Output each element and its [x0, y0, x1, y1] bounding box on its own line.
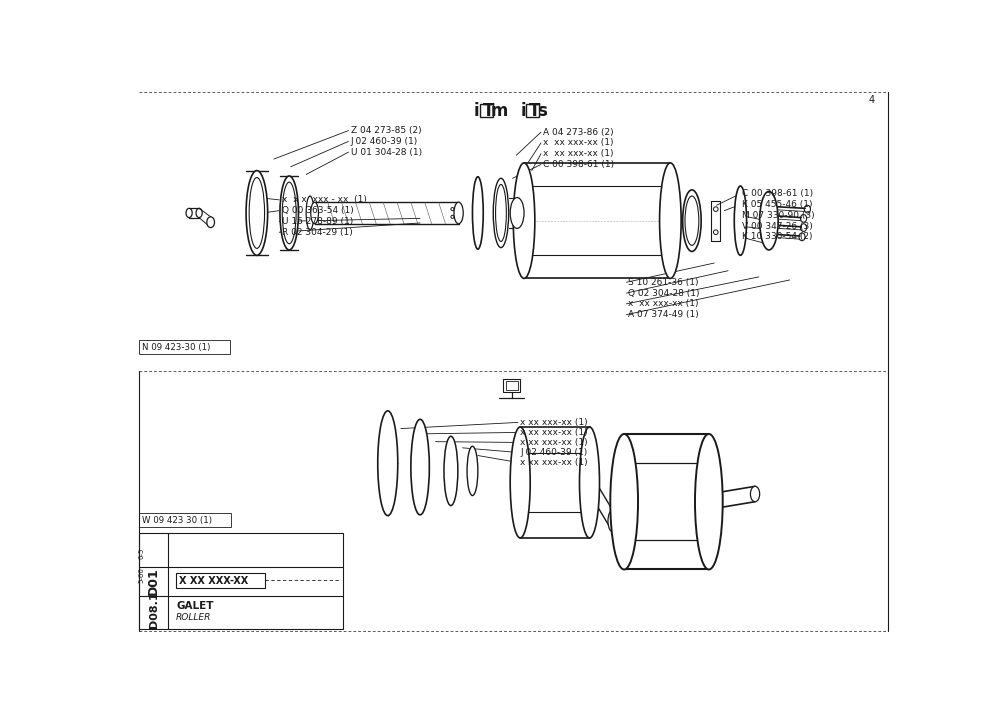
Ellipse shape	[472, 177, 483, 249]
Ellipse shape	[513, 163, 535, 279]
Text: C 00 398-61 (1): C 00 398-61 (1)	[543, 160, 614, 169]
Bar	[480, 105, 493, 117]
Ellipse shape	[207, 217, 215, 228]
Text: V 00 347-26 (3): V 00 347-26 (3)	[742, 221, 813, 231]
Text: x xx xxx-xx (1): x xx xxx-xx (1)	[520, 438, 588, 447]
Ellipse shape	[685, 196, 699, 246]
Ellipse shape	[311, 202, 318, 223]
Text: S 10 261-36 (1): S 10 261-36 (1)	[628, 278, 699, 287]
Ellipse shape	[510, 427, 530, 538]
Text: x xx xxx-xx (1): x xx xxx-xx (1)	[520, 458, 588, 467]
Bar	[139, 513, 231, 527]
Text: x xx xxx-xx (1): x xx xxx-xx (1)	[520, 428, 588, 437]
Ellipse shape	[510, 198, 524, 228]
Ellipse shape	[750, 486, 760, 502]
Text: x  xx xxx-xx (1): x xx xxx-xx (1)	[543, 149, 614, 158]
Ellipse shape	[378, 411, 398, 516]
Text: Q 00 363-54 (1): Q 00 363-54 (1)	[282, 206, 353, 216]
Text: x  xx xxx-xx (1): x xx xxx-xx (1)	[628, 299, 699, 309]
Ellipse shape	[496, 185, 506, 241]
Text: i: i	[474, 102, 480, 120]
Text: R 02 304-29 (1): R 02 304-29 (1)	[282, 228, 352, 237]
Ellipse shape	[493, 178, 509, 248]
Text: A 04 273-86 (2): A 04 273-86 (2)	[543, 127, 614, 137]
Text: K 05 455-46 (1): K 05 455-46 (1)	[742, 200, 812, 209]
Ellipse shape	[280, 176, 298, 250]
Text: T: T	[529, 102, 540, 120]
Bar	[503, 379, 520, 392]
Text: 4: 4	[868, 95, 874, 105]
Text: Z 04 273-85 (2): Z 04 273-85 (2)	[351, 126, 421, 135]
Bar	[139, 340, 230, 354]
Text: x  xx xxx-xx (1): x xx xxx-xx (1)	[543, 138, 614, 147]
Text: D01: D01	[147, 567, 160, 595]
Ellipse shape	[444, 436, 458, 505]
Bar	[139, 533, 343, 629]
Ellipse shape	[610, 434, 638, 569]
Text: J 02 460-39 (1): J 02 460-39 (1)	[520, 448, 587, 457]
Text: X XX XXX-XX: X XX XXX-XX	[179, 576, 248, 586]
Text: Q 02 304-28 (1): Q 02 304-28 (1)	[628, 289, 700, 298]
Ellipse shape	[608, 511, 617, 532]
Bar	[526, 105, 539, 117]
Text: J 02 460-39 (1): J 02 460-39 (1)	[351, 137, 418, 146]
Bar	[506, 381, 518, 390]
Text: D08.1: D08.1	[149, 591, 159, 628]
Text: GALET: GALET	[176, 601, 214, 611]
Text: W 09 423 30 (1): W 09 423 30 (1)	[142, 516, 212, 526]
Ellipse shape	[249, 178, 265, 248]
Text: U 01 304-28 (1): U 01 304-28 (1)	[351, 147, 422, 157]
Text: x  x x  xxx - xx  (1): x x x xxx - xx (1)	[282, 195, 366, 204]
Ellipse shape	[660, 163, 681, 279]
Text: m: m	[491, 102, 508, 120]
Bar	[176, 573, 265, 588]
Text: 0-5: 0-5	[138, 548, 144, 559]
Text: C 00 398-61 (1): C 00 398-61 (1)	[742, 189, 813, 198]
Ellipse shape	[695, 434, 723, 569]
Ellipse shape	[246, 170, 268, 256]
Ellipse shape	[282, 182, 296, 243]
Ellipse shape	[683, 190, 701, 251]
Ellipse shape	[411, 420, 429, 515]
Ellipse shape	[734, 186, 747, 256]
Text: U 15 278-89 (1): U 15 278-89 (1)	[282, 217, 353, 226]
Text: T: T	[482, 102, 494, 120]
Ellipse shape	[579, 427, 600, 538]
Ellipse shape	[454, 202, 463, 223]
Text: 5-60: 5-60	[138, 566, 144, 583]
Text: M 07 330-90 (3): M 07 330-90 (3)	[742, 211, 815, 220]
Ellipse shape	[760, 191, 778, 250]
Text: K 10 330-54 (2): K 10 330-54 (2)	[742, 232, 812, 241]
Text: A 07 374-49 (1): A 07 374-49 (1)	[628, 310, 699, 319]
Text: i: i	[520, 102, 526, 120]
Text: s: s	[537, 102, 547, 120]
Ellipse shape	[306, 196, 314, 230]
Text: N 09 423-30 (1): N 09 423-30 (1)	[142, 343, 211, 352]
Text: ROLLER: ROLLER	[176, 613, 211, 621]
Text: x xx xxx-xx (1): x xx xxx-xx (1)	[520, 418, 588, 427]
Ellipse shape	[467, 446, 478, 495]
